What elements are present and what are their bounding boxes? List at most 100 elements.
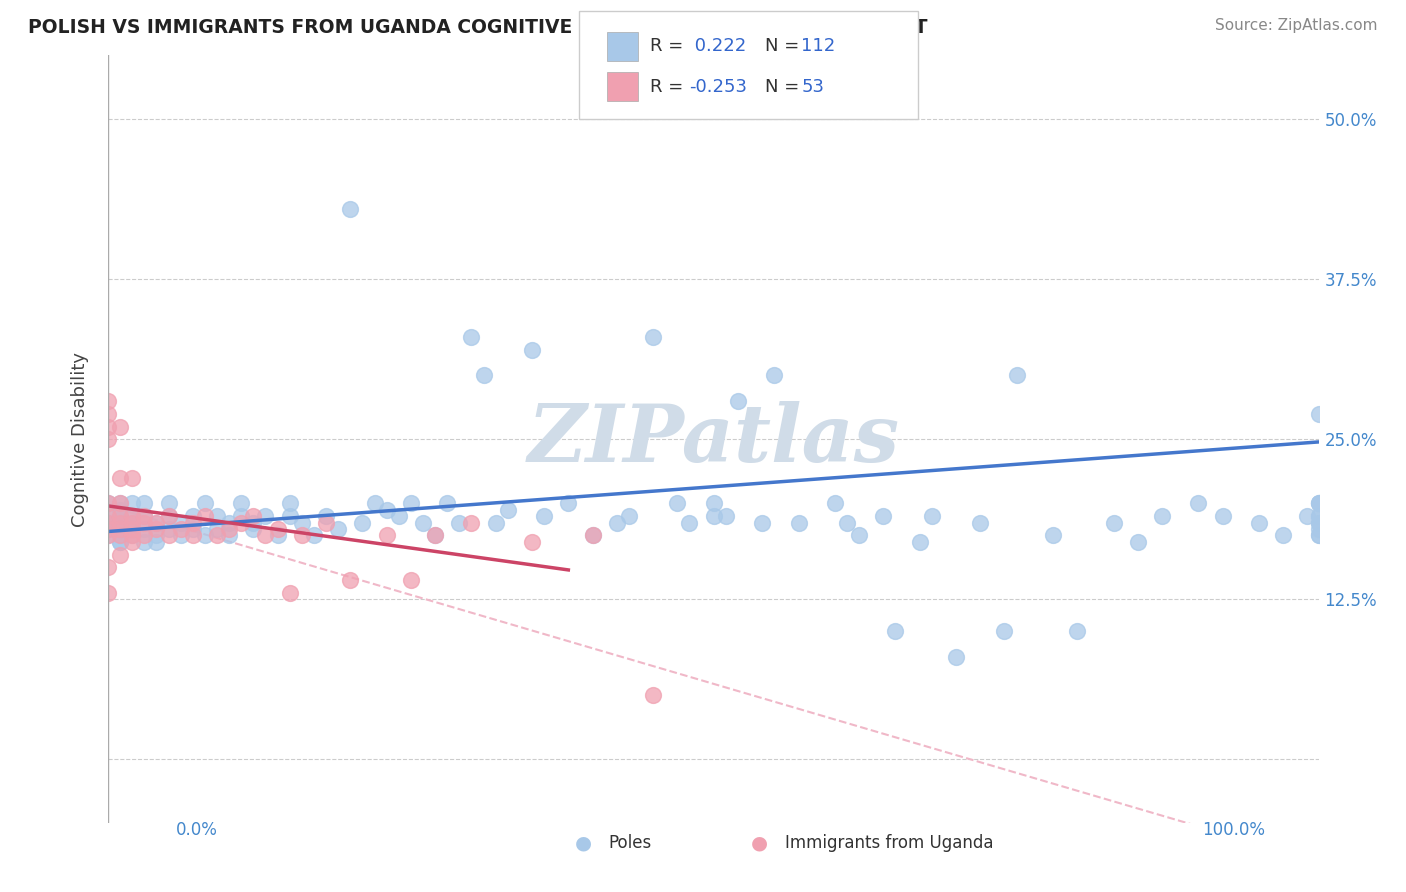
Point (436, 496, 458, 510)
Point (787, 516, 810, 530)
Point (205, 522, 228, 536)
Point (557, 496, 579, 510)
Point (121, 509, 143, 524)
Point (848, 528, 870, 542)
Text: 53: 53 (801, 78, 824, 95)
Point (993, 624, 1015, 639)
Point (97, 419, 120, 434)
Point (108, 534, 131, 549)
Point (231, 509, 253, 524)
Point (581, 528, 603, 542)
Point (205, 528, 228, 542)
Point (339, 202, 361, 216)
Point (921, 509, 943, 524)
Point (205, 509, 228, 524)
Point (703, 496, 725, 510)
Point (121, 528, 143, 542)
Point (315, 516, 337, 530)
Point (134, 516, 156, 530)
Point (581, 528, 603, 542)
Y-axis label: Cognitive Disability: Cognitive Disability (72, 351, 89, 527)
Point (194, 509, 217, 524)
Point (1308, 496, 1330, 510)
Point (1308, 407, 1330, 421)
Point (97, 509, 120, 524)
Point (1066, 624, 1088, 639)
Point (242, 522, 264, 536)
Point (1126, 534, 1149, 549)
Point (108, 522, 131, 536)
Point (884, 624, 907, 639)
Point (97, 528, 120, 542)
Point (218, 528, 240, 542)
Point (145, 516, 167, 530)
Point (339, 573, 361, 587)
Text: ●: ● (575, 833, 592, 853)
Point (617, 509, 640, 524)
Point (714, 509, 737, 524)
Text: Poles: Poles (609, 834, 652, 852)
Point (678, 516, 700, 530)
Point (472, 368, 495, 383)
Point (121, 522, 143, 536)
Point (872, 509, 894, 524)
Point (157, 496, 180, 510)
Point (908, 534, 931, 549)
Point (824, 496, 846, 510)
Point (643, 330, 665, 344)
Point (606, 516, 628, 530)
Point (1247, 516, 1270, 530)
Point (157, 522, 180, 536)
Point (97, 522, 120, 536)
Text: Source: ZipAtlas.com: Source: ZipAtlas.com (1215, 18, 1378, 33)
Point (278, 586, 301, 600)
Point (108, 471, 131, 485)
Point (254, 528, 277, 542)
Point (170, 522, 193, 536)
Point (533, 509, 555, 524)
Point (643, 689, 665, 703)
Text: ●: ● (751, 833, 768, 853)
Point (97, 393, 120, 408)
Point (108, 516, 131, 530)
Point (423, 528, 446, 542)
Point (157, 509, 180, 524)
Text: POLISH VS IMMIGRANTS FROM UGANDA COGNITIVE DISABILITY CORRELATION CHART: POLISH VS IMMIGRANTS FROM UGANDA COGNITI… (28, 18, 928, 37)
Point (460, 516, 482, 530)
Point (375, 528, 398, 542)
Point (1308, 509, 1330, 524)
Point (520, 343, 543, 357)
Text: 112: 112 (801, 37, 835, 55)
Point (375, 502, 398, 516)
Point (108, 548, 131, 562)
Point (1042, 528, 1064, 542)
Point (134, 509, 156, 524)
Point (121, 471, 143, 485)
Point (134, 496, 156, 510)
Point (278, 509, 301, 524)
Point (231, 516, 253, 530)
Point (1005, 368, 1028, 383)
Point (157, 509, 180, 524)
Point (108, 528, 131, 542)
Point (97, 496, 120, 510)
Text: 0.0%: 0.0% (176, 821, 218, 838)
Point (399, 496, 422, 510)
Point (108, 534, 131, 549)
Text: R =: R = (650, 78, 689, 95)
Text: N =: N = (765, 78, 804, 95)
Point (157, 528, 180, 542)
Point (145, 522, 167, 536)
Point (291, 516, 314, 530)
Point (266, 528, 288, 542)
Text: 100.0%: 100.0% (1202, 821, 1265, 838)
Point (363, 496, 385, 510)
Point (97, 509, 120, 524)
Point (1272, 528, 1295, 542)
Point (97, 516, 120, 530)
Point (302, 528, 325, 542)
Point (1308, 496, 1330, 510)
Point (97, 586, 120, 600)
Point (278, 496, 301, 510)
Point (97, 516, 120, 530)
